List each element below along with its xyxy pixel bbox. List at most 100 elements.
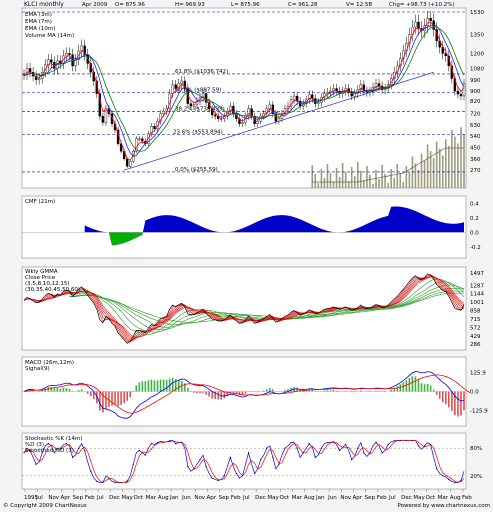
x-axis-label: Oct [426, 495, 436, 501]
header-open: O= 875.96 [115, 2, 145, 8]
volume-bar [408, 172, 411, 188]
gmma-close-line [23, 273, 465, 344]
macd-histogram-bar [414, 376, 417, 392]
x-axis-label: Sep [73, 495, 84, 501]
price-axis-label: 630 [470, 123, 481, 129]
header-volume: V= 12.5B [346, 2, 372, 8]
macd-histogram-bar [126, 391, 128, 401]
macd-histogram-bar [123, 391, 125, 404]
macd-histogram-bar [444, 391, 447, 405]
candle-body [414, 21, 417, 28]
macd-histogram-bar [62, 387, 65, 392]
stoch-dot [132, 463, 134, 465]
x-axis-label: Apr [207, 495, 217, 501]
gmma-legend-item: (3,5,8,10,12,15) [25, 281, 70, 287]
x-axis-label: Aug [158, 495, 169, 501]
x-axis-label: 1995 [24, 495, 38, 501]
macd-histogram-bar [177, 379, 180, 392]
x-axis-label: Aug [304, 495, 315, 501]
macd-histogram-bar [454, 391, 456, 416]
x-axis-label: Dec [109, 495, 120, 501]
stoch-dot [199, 459, 201, 461]
macd-histogram-bar [32, 390, 34, 392]
price-axis-label: 540 [470, 134, 481, 140]
stoch-dot [126, 480, 128, 482]
cmf-negative-area [108, 232, 143, 246]
candle-body [37, 78, 41, 80]
stoch-dot [399, 439, 401, 441]
stoch-dot [90, 470, 92, 472]
candle-body [65, 53, 68, 57]
stoch-d-line [23, 440, 465, 484]
macd-histogram-bar [202, 391, 204, 393]
macd-histogram-bar [111, 391, 113, 406]
macd-histogram-bar [235, 391, 238, 395]
candle-body [50, 59, 53, 63]
macd-histogram-bar [375, 390, 377, 392]
stoch-axis-label: 80% [470, 446, 482, 452]
candle-body [153, 125, 156, 129]
candle-body [125, 158, 129, 167]
x-axis-label: Jan [315, 495, 325, 501]
macd-histogram-bar [217, 391, 220, 400]
macd-histogram-bar [53, 388, 56, 392]
x-axis-label: May [413, 495, 425, 501]
macd-histogram-bar [420, 383, 423, 392]
legend-main-item: EMA (10m) [25, 26, 55, 32]
macd-histogram-bar [441, 391, 444, 403]
candle-body [80, 45, 83, 52]
stoch-dot [375, 441, 377, 443]
gmma-axis-label: 572 [470, 325, 481, 331]
volume-bar [448, 146, 450, 188]
x-axis-label: Apr [61, 495, 71, 501]
x-axis-label: Jun [327, 495, 337, 501]
macd-histogram-bar [399, 384, 402, 392]
stoch-dot [393, 440, 395, 442]
volume-bar [356, 162, 359, 188]
macd-histogram-bar [238, 391, 241, 395]
macd-histogram-bar [99, 391, 101, 411]
candle-body [25, 68, 29, 75]
cmf-axis-label: 0.4 [470, 202, 479, 208]
volume-bar [366, 166, 368, 188]
volume-bar [432, 158, 435, 188]
stoch-dot [296, 447, 298, 449]
stoch-dot [205, 466, 207, 468]
price-axis-label: 1200 [470, 51, 484, 57]
stoch-dot [460, 479, 462, 481]
candle-body [247, 108, 250, 117]
stoch-dot [278, 463, 280, 465]
macd-histogram-bar [405, 380, 408, 392]
volume-bar [387, 183, 389, 188]
candle-body [377, 83, 381, 87]
macd-histogram-bar [114, 391, 116, 405]
volume-bar [314, 174, 317, 188]
stoch-dot [29, 449, 31, 452]
macd-histogram-bar [287, 389, 289, 392]
stoch-dot [138, 449, 140, 452]
stoch-dot [102, 482, 104, 484]
macd-histogram-bar [396, 386, 399, 392]
volume-bar [344, 172, 347, 188]
volume-bar [347, 181, 350, 188]
candle-body [238, 118, 241, 124]
macd-histogram-bar [451, 391, 453, 412]
price-axis-label: 1530 [470, 10, 484, 16]
gmma-axis-label: 1001 [470, 300, 484, 306]
stoch-dot [454, 482, 456, 484]
macd-histogram-bar [80, 389, 83, 392]
header-change: Chg= +98.73 (+10.2%) [389, 2, 455, 8]
macd-histogram-bar [138, 382, 141, 392]
x-axis-label: Aug [450, 495, 461, 501]
candle-body [101, 115, 105, 123]
macd-histogram-bar [411, 376, 414, 392]
volume-bar [463, 134, 465, 188]
stoch-dot [363, 452, 365, 454]
volume-bar [429, 151, 432, 188]
macd-histogram-bar [256, 391, 259, 393]
candle-body [213, 114, 217, 117]
gmma-axis-label: 858 [470, 309, 481, 315]
candle-body [374, 83, 378, 88]
macd-histogram-bar [423, 384, 426, 392]
macd-histogram-bar [262, 390, 265, 392]
